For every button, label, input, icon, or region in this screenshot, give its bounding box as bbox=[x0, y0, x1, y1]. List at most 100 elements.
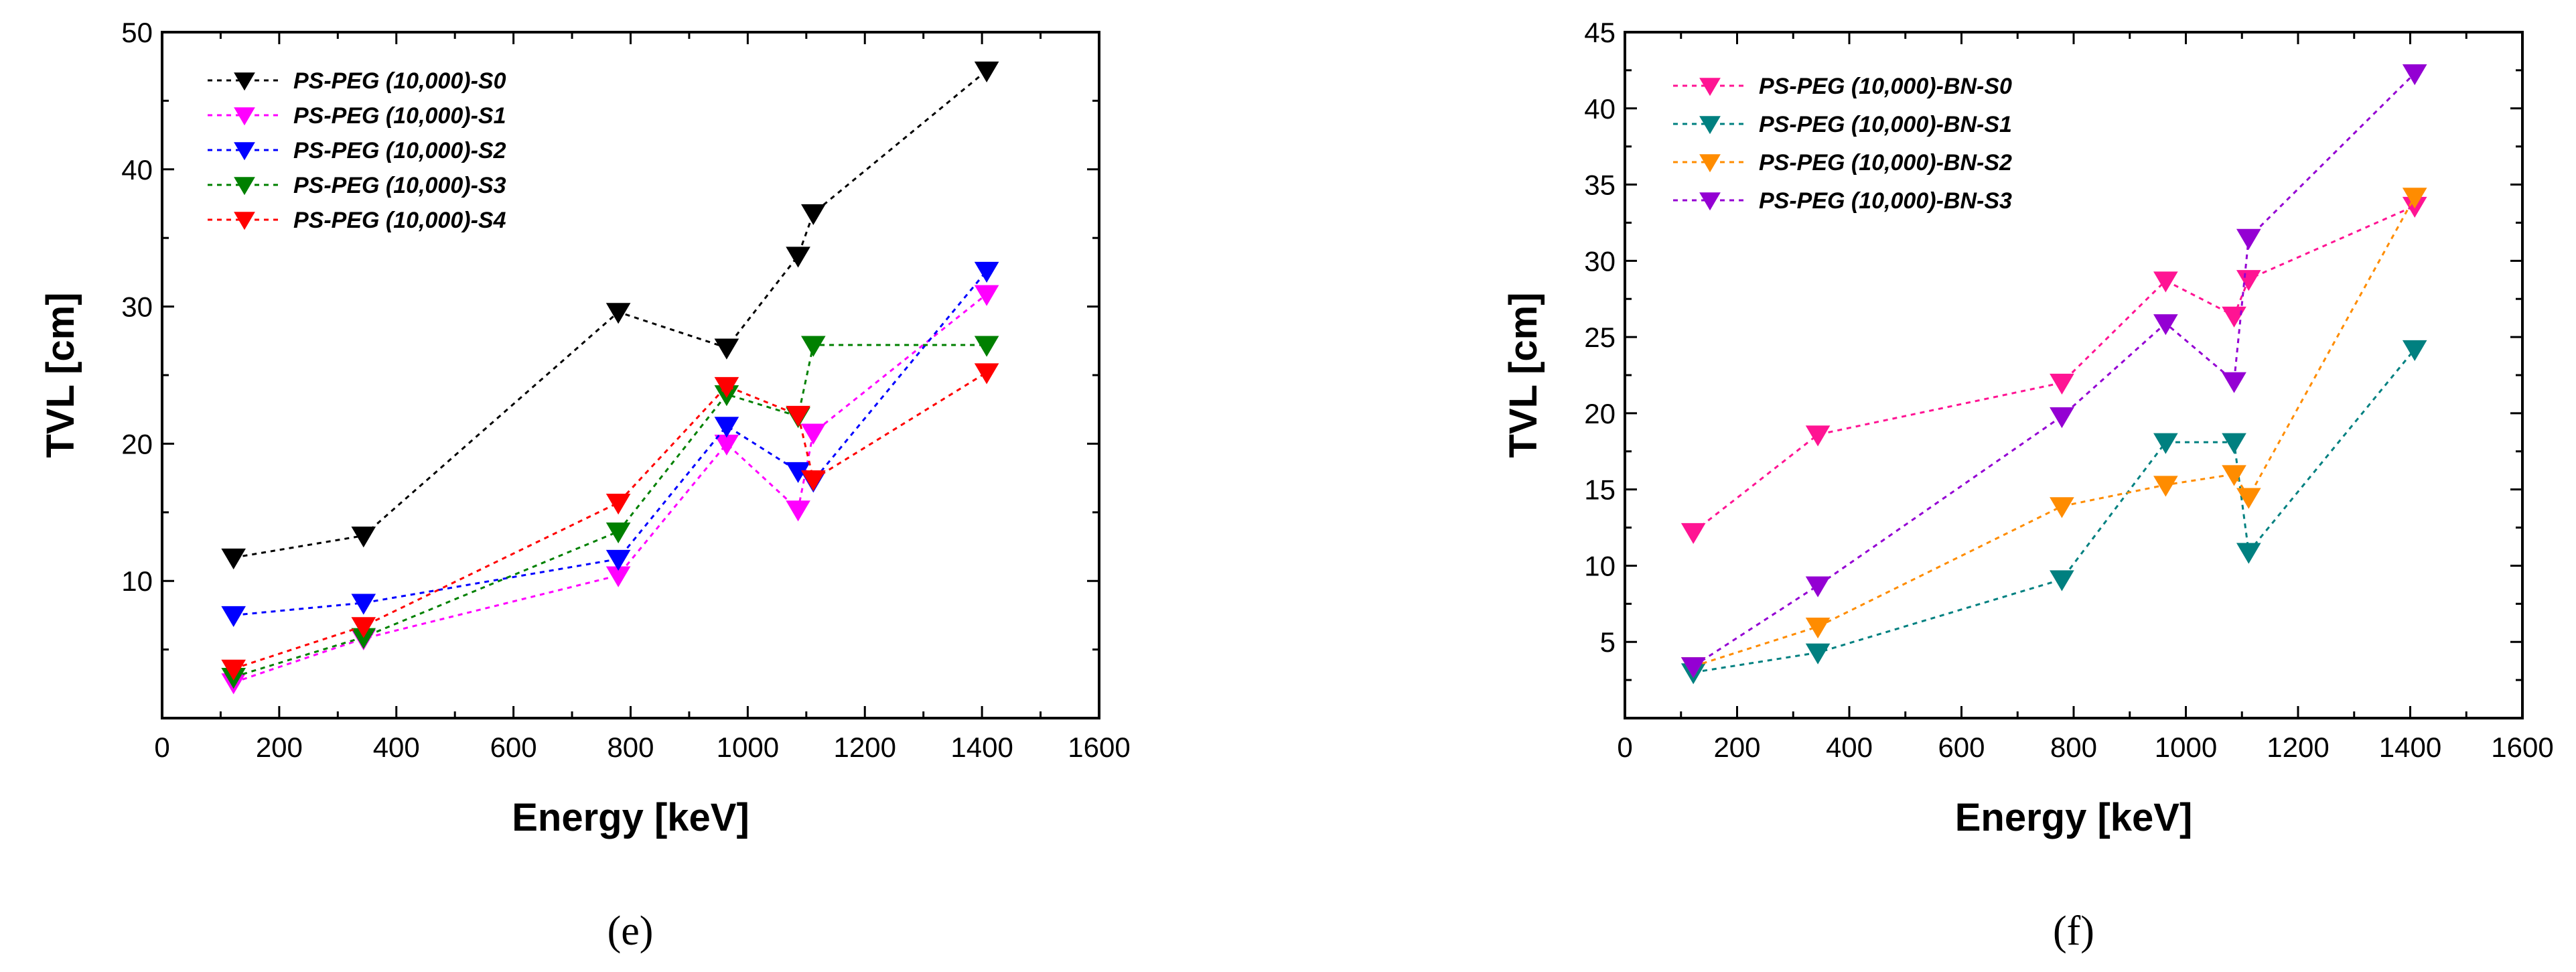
y-tick-label: 30 bbox=[1584, 245, 1616, 277]
data-point bbox=[1680, 657, 1706, 679]
x-tick-label: 800 bbox=[2050, 732, 2097, 763]
y-axis-label: TVL [cm] bbox=[39, 292, 82, 458]
y-tick-label: 20 bbox=[121, 428, 153, 460]
data-point bbox=[2050, 570, 2074, 592]
legend-marker bbox=[234, 212, 255, 230]
series-line-1 bbox=[233, 293, 988, 684]
y-tick-label: 5 bbox=[1600, 626, 1616, 658]
legend-marker bbox=[234, 107, 255, 126]
data-point bbox=[2153, 433, 2178, 454]
y-tick-label: 25 bbox=[1584, 322, 1616, 353]
data-point bbox=[800, 204, 826, 225]
data-point bbox=[605, 303, 631, 324]
data-point bbox=[974, 285, 999, 306]
legend: PS-PEG (10,000)-S0 PS-PEG (10,000)-S1 PS-P… bbox=[208, 68, 506, 233]
legend-marker bbox=[234, 142, 255, 161]
x-axis-label: Energy [keV] bbox=[512, 796, 749, 839]
data-point bbox=[786, 247, 810, 268]
data-point bbox=[1680, 523, 1706, 545]
data-point bbox=[714, 376, 739, 399]
data-point bbox=[1805, 643, 1831, 665]
data-point bbox=[2222, 465, 2246, 486]
data-point bbox=[2153, 271, 2178, 293]
panel-label: (e) bbox=[607, 908, 654, 954]
x-tick-label: 1600 bbox=[1068, 732, 1130, 763]
data-point bbox=[2236, 228, 2261, 250]
legend-marker bbox=[1699, 78, 1721, 96]
series-line-2 bbox=[233, 270, 988, 616]
data-point bbox=[974, 61, 999, 82]
data-point bbox=[2153, 476, 2178, 497]
data-point bbox=[974, 261, 999, 283]
x-tick-label: 1000 bbox=[2155, 732, 2217, 763]
data-point bbox=[605, 522, 631, 544]
series-line-2 bbox=[1693, 196, 2416, 668]
x-tick-label: 800 bbox=[607, 732, 654, 763]
y-tick-label: 40 bbox=[121, 154, 153, 186]
data-point bbox=[221, 659, 246, 681]
x-tick-label: 400 bbox=[373, 732, 420, 763]
data-point bbox=[786, 405, 810, 427]
data-point bbox=[2402, 188, 2427, 209]
legend-label: PS-PEG (10,000)-S2 bbox=[293, 138, 506, 163]
data-point bbox=[2050, 497, 2074, 518]
y-tick-label: 30 bbox=[121, 291, 153, 323]
data-point bbox=[351, 617, 376, 638]
legend-label: PS-PEG (10,000)-BN-S3 bbox=[1759, 188, 2012, 214]
x-tick-label: 1400 bbox=[950, 732, 1013, 763]
data-point bbox=[974, 336, 999, 357]
data-point bbox=[2222, 306, 2246, 328]
data-point bbox=[714, 338, 739, 360]
panel-label: (f) bbox=[2053, 908, 2094, 954]
x-tick-label: 1200 bbox=[834, 732, 896, 763]
legend-label: PS-PEG (10,000)-BN-S2 bbox=[1759, 150, 2012, 176]
data-point bbox=[605, 549, 631, 571]
legend-label: PS-PEG (10,000)-S4 bbox=[293, 208, 506, 233]
x-tick-label: 600 bbox=[490, 732, 537, 763]
data-point bbox=[2222, 372, 2246, 393]
data-point bbox=[1805, 617, 1831, 639]
data-point bbox=[2236, 543, 2261, 564]
legend: PS-PEG (10,000)-BN-S0 PS-PEG (10,000)-BN-… bbox=[1673, 74, 2012, 214]
data-point bbox=[2236, 488, 2261, 509]
legend-label: PS-PEG (10,000)-S1 bbox=[293, 103, 506, 129]
data-point bbox=[800, 470, 826, 492]
legend-marker bbox=[234, 177, 255, 196]
legend-marker bbox=[1699, 154, 1721, 173]
plot-frame bbox=[161, 31, 1100, 719]
x-tick-label: 1200 bbox=[2267, 732, 2329, 763]
series-line-3 bbox=[233, 344, 987, 678]
y-tick-label: 10 bbox=[1584, 550, 1616, 581]
x-tick-label: 0 bbox=[1617, 732, 1632, 763]
data-point bbox=[1805, 425, 1831, 447]
y-tick-label: 45 bbox=[1584, 17, 1616, 48]
data-point bbox=[351, 594, 376, 615]
legend-marker bbox=[1699, 116, 1721, 135]
data-point bbox=[221, 606, 246, 628]
x-tick-label: 1000 bbox=[717, 732, 779, 763]
series-line-4 bbox=[233, 371, 987, 670]
x-tick-label: 1400 bbox=[2379, 732, 2441, 763]
data-point bbox=[714, 417, 739, 438]
data-point bbox=[974, 363, 999, 385]
series-line-1 bbox=[1693, 348, 2416, 674]
legend-label: PS-PEG (10,000)-BN-S0 bbox=[1759, 74, 2012, 99]
data-point bbox=[221, 548, 246, 570]
data-point bbox=[2222, 433, 2246, 454]
legend-marker bbox=[234, 72, 255, 91]
data-point bbox=[2402, 340, 2427, 361]
x-tick-label: 400 bbox=[1826, 732, 1873, 763]
x-tick-label: 200 bbox=[256, 732, 303, 763]
data-point bbox=[2402, 64, 2427, 86]
data-point bbox=[605, 493, 631, 515]
y-tick-label: 10 bbox=[121, 565, 153, 597]
y-tick-label: 20 bbox=[1584, 398, 1616, 429]
legend-label: PS-PEG (10,000)-BN-S1 bbox=[1759, 112, 2012, 137]
legend-marker bbox=[1699, 192, 1721, 211]
data-point bbox=[786, 500, 810, 522]
y-tick-label: 40 bbox=[1584, 93, 1616, 125]
x-axis-label: Energy [keV] bbox=[1955, 796, 2193, 839]
x-tick-label: 600 bbox=[1938, 732, 1985, 763]
y-tick-label: 15 bbox=[1584, 474, 1616, 506]
